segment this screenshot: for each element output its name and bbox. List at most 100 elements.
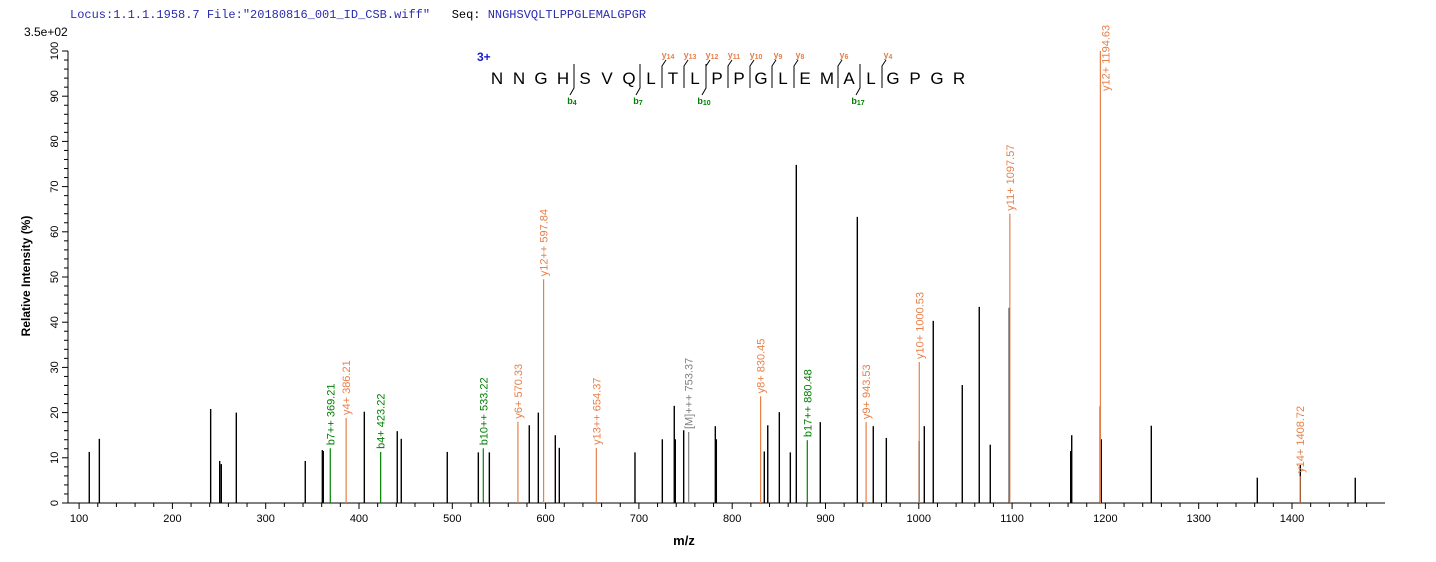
- y-tick-label: 50: [49, 271, 61, 283]
- peak-label: b7++ 369.21: [325, 384, 337, 446]
- peak-label: y4+ 386.21: [341, 360, 353, 415]
- y-tick-label: 40: [49, 316, 61, 328]
- y-ion-letter: y: [884, 50, 889, 60]
- y-ion-label: y4: [884, 50, 893, 61]
- b-ion-label: b17: [851, 96, 864, 107]
- x-tick-label: 100: [70, 513, 88, 525]
- peak-label: y12+ 1194.63: [1100, 25, 1112, 91]
- peak-label: y8+ 830.45: [756, 339, 768, 394]
- residue-letter: N: [513, 69, 525, 88]
- residue-letter: V: [601, 69, 613, 88]
- sequence-text: NNGHSVQLTLPPGLEMALGPGR: [487, 8, 647, 22]
- peak-label: b4+ 423.22: [376, 394, 388, 449]
- y-tick-label: 30: [49, 361, 61, 373]
- b-ion-marker: [635, 64, 641, 96]
- y-ion-marker: [661, 59, 667, 88]
- y-ion-index: 4: [889, 54, 893, 61]
- file-label: File:: [206, 8, 243, 22]
- residue-letter: M: [820, 69, 834, 88]
- file-name: "20180816_001_ID_CSB.wiff": [242, 8, 431, 22]
- y-ion-label: y14: [662, 50, 675, 61]
- b-ion-marker: [569, 64, 575, 96]
- x-tick-label: 200: [163, 513, 181, 525]
- y-ion-letter: y: [728, 50, 733, 60]
- b-ion-marker: [701, 64, 707, 96]
- spectrum-header: Locus:1.1.1.1958.7 File:"20180816_001_ID…: [70, 8, 646, 22]
- b-ion-index: 17: [857, 100, 865, 107]
- y-tick-label: 100: [49, 42, 61, 60]
- y-ion-letter: y: [840, 50, 845, 60]
- y-ion-label: y6: [840, 50, 849, 61]
- residue-letter: L: [690, 69, 699, 88]
- y-tick-label: 0: [49, 500, 61, 506]
- residue-letter: E: [799, 69, 810, 88]
- x-tick-label: 400: [350, 513, 368, 525]
- y-ion-index: 10: [755, 54, 763, 61]
- y-ion-label: y8: [796, 50, 805, 61]
- y-ion-index: 14: [667, 54, 675, 61]
- x-tick-label: 700: [630, 513, 648, 525]
- y-ion-label: y9: [774, 50, 783, 61]
- peak-label: y10+ 1000.53: [914, 292, 926, 359]
- y-ion-letter: y: [706, 50, 711, 60]
- y-ion-label: y11: [728, 50, 741, 61]
- residue-letter: L: [646, 69, 655, 88]
- x-tick-label: 600: [536, 513, 554, 525]
- y-ion-index: 13: [689, 54, 697, 61]
- residue-letter: L: [778, 69, 787, 88]
- b-ion-label: b7: [633, 96, 643, 107]
- x-tick-label: 1400: [1280, 513, 1304, 525]
- y-ion-letter: y: [750, 50, 755, 60]
- y-ion-index: 8: [801, 54, 805, 61]
- peak-label: y9+ 943.53: [861, 364, 873, 419]
- residue-letter: L: [866, 69, 875, 88]
- b-ion-letter: b: [567, 96, 573, 106]
- b-ion-label: b4: [567, 96, 577, 107]
- y-ion-index: 6: [845, 54, 849, 61]
- axes: 100 200 300 400 500 600 700 800 900 1000 1100 1200 1…: [49, 42, 1385, 525]
- peak-label: y6+ 570.33: [513, 364, 525, 419]
- peak-label: b17++ 880.48: [802, 369, 814, 437]
- b-ion-label: b10: [697, 96, 710, 107]
- y-ion-index: 9: [779, 54, 783, 61]
- b-ion-index: 4: [573, 100, 577, 107]
- max-intensity-label: 3.5e+02: [24, 25, 68, 39]
- y-tick-label: 20: [49, 406, 61, 418]
- residue-letter: A: [843, 69, 855, 88]
- b-ion-letter: b: [633, 96, 639, 106]
- residue-letter: P: [909, 69, 920, 88]
- peak-label: y11+ 1097.57: [1005, 145, 1017, 211]
- y-ion-marker: [793, 59, 799, 88]
- y-ion-index: 11: [733, 54, 741, 61]
- y-ion-letter: y: [796, 50, 801, 60]
- peak-label: y12++ 597.84: [539, 209, 551, 276]
- y-ion-marker: [749, 59, 755, 88]
- y-tick-label: 80: [49, 135, 61, 147]
- y-ion-label: y13: [684, 50, 697, 61]
- y-ion-marker: [771, 59, 777, 88]
- b-ion-letter: b: [697, 96, 703, 106]
- y-ion-label: y12: [706, 50, 719, 61]
- residue-letter: G: [534, 69, 547, 88]
- x-tick-label: 1200: [1093, 513, 1117, 525]
- b-ion-index: 7: [639, 100, 643, 107]
- peaks: y14+ 1408.72 y12+ 1194.63 y11+ 1097.57 y10+…: [88, 25, 1356, 503]
- locus-text: Locus:1.1.1.1958.7: [70, 8, 200, 22]
- peak-label: [M]+++ 753.37: [684, 358, 696, 429]
- peak-label: y14+ 1408.72: [1295, 406, 1307, 473]
- x-axis-label: m/z: [673, 533, 695, 548]
- y-tick-label: 10: [49, 452, 61, 464]
- y-tick-label: 70: [49, 180, 61, 192]
- x-tick-label: 1000: [907, 513, 931, 525]
- residue-letter: G: [930, 69, 943, 88]
- b-ion-index: 10: [703, 100, 711, 107]
- y-ion-letter: y: [662, 50, 667, 60]
- y-ion-label: y10: [750, 50, 763, 61]
- residue-letter: T: [668, 69, 678, 88]
- seq-label: Seq:: [451, 8, 481, 22]
- y-ion-marker: [881, 59, 887, 88]
- residue-letter: R: [953, 69, 965, 88]
- x-tick-label: 900: [816, 513, 834, 525]
- x-tick-label: 300: [257, 513, 275, 525]
